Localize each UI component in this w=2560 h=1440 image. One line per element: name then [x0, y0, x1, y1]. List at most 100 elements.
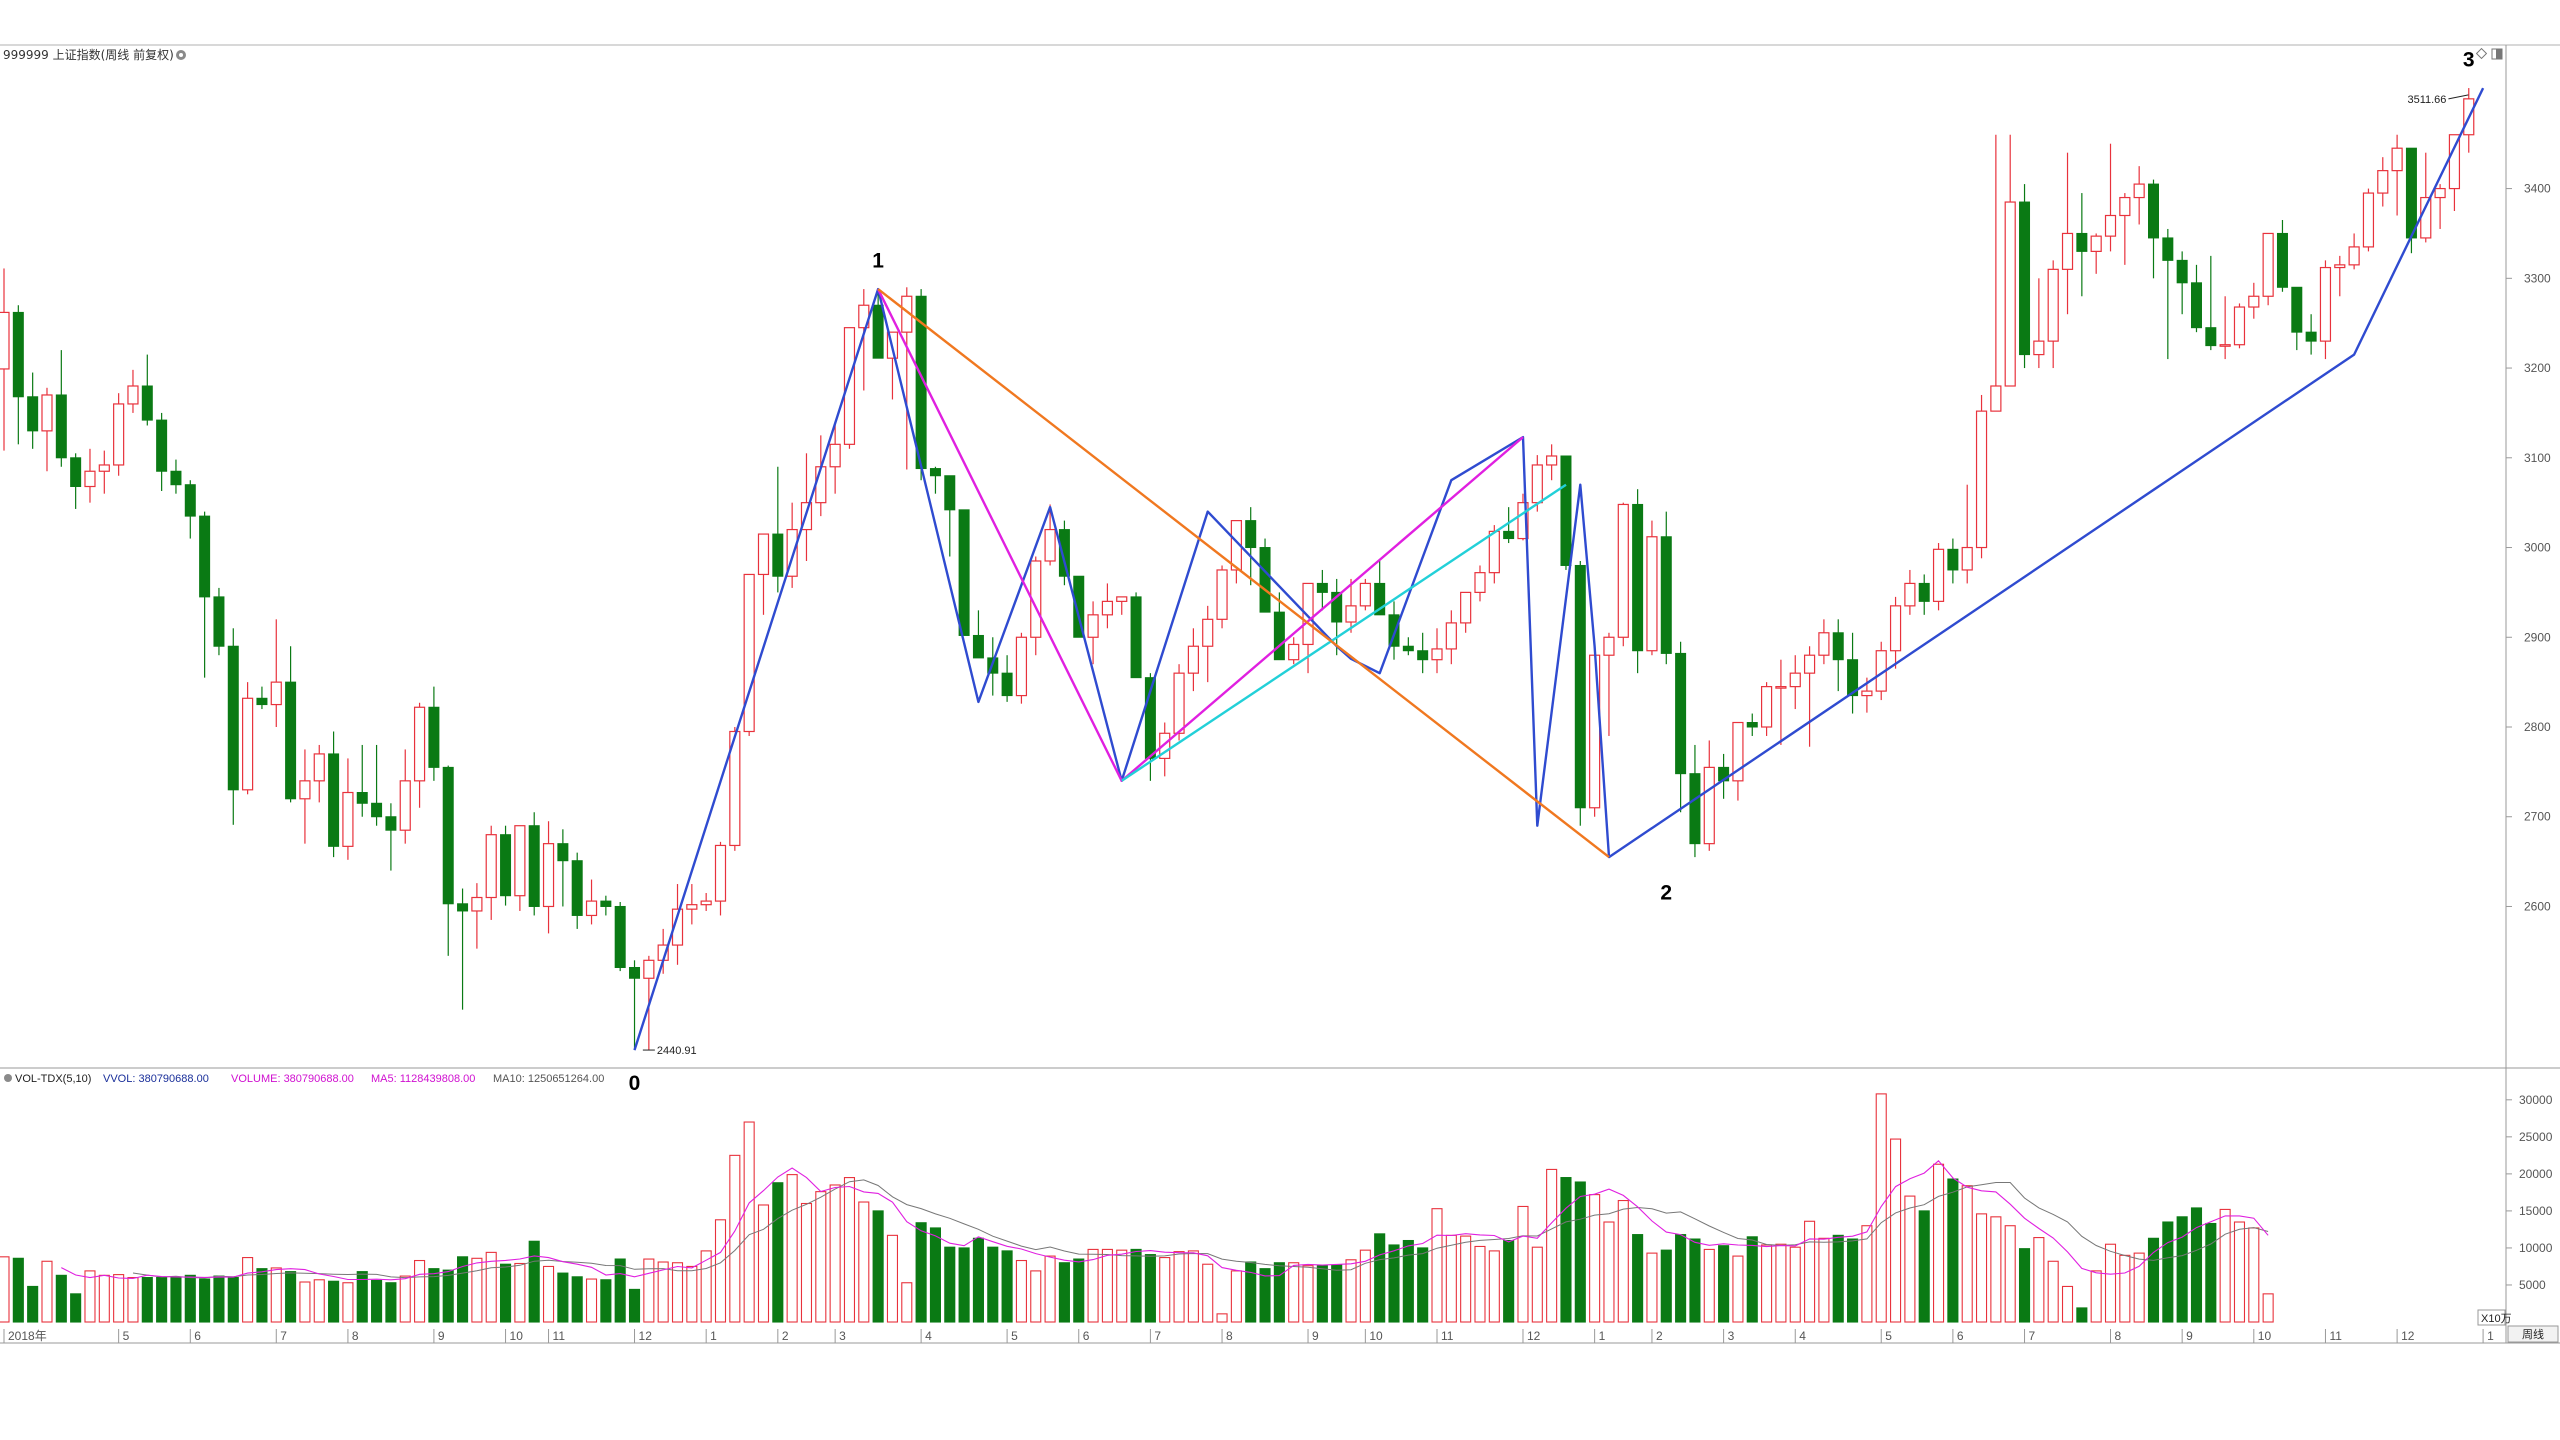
- time-tick-label: 10: [1369, 1329, 1383, 1343]
- period-button-group[interactable]: 周线: [2507, 1325, 2559, 1343]
- candle: [413, 702, 426, 808]
- candle: [958, 509, 970, 636]
- volume-bar: [1918, 1210, 1930, 1323]
- volume-bar: [1703, 1248, 1715, 1323]
- candle: [614, 901, 626, 972]
- volume-bar: [1975, 1213, 1988, 1323]
- price-tick-label: 3200: [2524, 361, 2551, 375]
- candle: [972, 610, 984, 659]
- volume-bar: [371, 1279, 383, 1323]
- candle: [2148, 179, 2159, 279]
- candle: [1703, 740, 1715, 851]
- candle: [1187, 628, 1199, 692]
- candle: [356, 744, 368, 817]
- volume-bar: [772, 1182, 784, 1323]
- candle: [55, 350, 67, 467]
- candle: [84, 448, 96, 503]
- time-tick-label: 10: [510, 1329, 524, 1343]
- volume-bar: [843, 1177, 856, 1323]
- candle: [2061, 152, 2074, 315]
- time-tick-label: 11: [1441, 1329, 1454, 1343]
- candle: [285, 646, 297, 803]
- volume-bar: [12, 1257, 24, 1323]
- candle: [500, 825, 512, 906]
- volume-bar: [1617, 1199, 1629, 1323]
- volume-bar: [170, 1277, 182, 1323]
- volume-bar: [671, 1262, 684, 1323]
- time-tick-label: 6: [1083, 1329, 1090, 1343]
- candle: [1560, 455, 1572, 570]
- volume-bar: [98, 1274, 110, 1323]
- candle: [2434, 184, 2446, 229]
- wave-labels: 0 1 2 3 2440.91 3511.66: [629, 48, 2475, 1094]
- candle: [1202, 605, 1214, 683]
- volume-bar: [600, 1279, 612, 1323]
- volume-bar: [1187, 1250, 1199, 1323]
- candle: [1402, 637, 1414, 656]
- volume-bar: [2104, 1243, 2117, 1323]
- diamond-icon[interactable]: [2475, 47, 2488, 60]
- volume-bar: [987, 1246, 999, 1323]
- volume-bar: [1173, 1251, 1185, 1323]
- time-tick-label: 6: [194, 1329, 201, 1343]
- time-tick-label: 5: [123, 1329, 130, 1343]
- candle: [270, 619, 282, 727]
- volume-bar: [2047, 1260, 2059, 1323]
- candle: [70, 453, 82, 509]
- candle: [1632, 489, 1644, 674]
- volume-bar: [1116, 1249, 1128, 1323]
- candle: [643, 955, 655, 1051]
- price-tick-label: 3100: [2524, 451, 2551, 465]
- candle: [1359, 578, 1371, 611]
- time-tick-label: 11: [2329, 1329, 2342, 1343]
- candle: [1589, 646, 1601, 817]
- time-tick-label: 8: [1226, 1329, 1233, 1343]
- candle: [1660, 511, 1672, 665]
- candle: [1445, 610, 1457, 665]
- volume-bar: [2205, 1222, 2217, 1323]
- candle: [1417, 632, 1429, 674]
- volume-bar: [757, 1204, 770, 1323]
- volume-bar: [1216, 1313, 1228, 1323]
- candle: [1116, 596, 1128, 615]
- volume-bar: [815, 1191, 827, 1323]
- time-tick-label: 9: [438, 1329, 445, 1343]
- time-tick-label: 5: [1885, 1329, 1892, 1343]
- volume-bar: [2147, 1237, 2160, 1323]
- candle: [1517, 493, 1529, 541]
- candle: [1675, 641, 1687, 813]
- candle: [1015, 632, 1028, 704]
- vol-settings-icon[interactable]: [4, 1074, 12, 1082]
- volume-bar: [256, 1268, 268, 1323]
- candle: [342, 758, 354, 860]
- volume-bar: [628, 1288, 641, 1323]
- price-tick-label: 3000: [2524, 541, 2551, 555]
- candle: [714, 841, 727, 916]
- volume-bar: [1488, 1250, 1500, 1323]
- candle: [457, 888, 469, 1010]
- volume-bar: [485, 1251, 497, 1323]
- candle: [800, 453, 813, 561]
- volume-bar: [2162, 1221, 2174, 1323]
- candle: [757, 533, 770, 615]
- candle: [485, 825, 497, 920]
- volume-bar: [686, 1265, 698, 1323]
- volume-bar: [1746, 1236, 1758, 1323]
- candle: [242, 682, 254, 795]
- candle: [1775, 659, 1787, 745]
- volume-bar: [1259, 1268, 1271, 1323]
- candle: [1230, 520, 1242, 584]
- candle: [1932, 543, 1945, 611]
- period-button[interactable]: [2507, 1325, 2559, 1343]
- volume-bar: [2004, 1225, 2016, 1323]
- candle: [1073, 575, 1085, 638]
- volume-bar: [2233, 1221, 2246, 1323]
- candle: [858, 289, 870, 391]
- wave-lines: [633, 87, 2485, 1051]
- volume-bar: [1130, 1248, 1142, 1323]
- candle: [199, 511, 211, 678]
- chart-frame: [0, 44, 2560, 1344]
- candle: [299, 749, 311, 844]
- candle: [2004, 134, 2016, 387]
- candle: [2162, 228, 2174, 360]
